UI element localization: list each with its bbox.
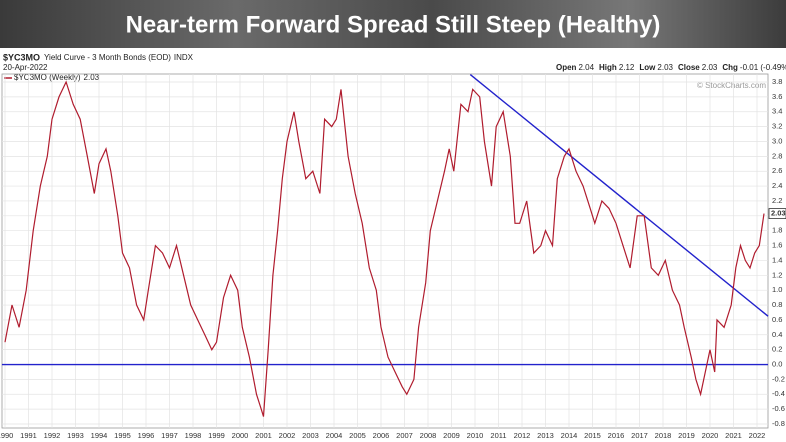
symbol: $YC3MO — [3, 52, 40, 62]
x-tick-label: 2015 — [584, 431, 601, 440]
x-tick-label: 2009 — [443, 431, 460, 440]
y-tick-label: 0.4 — [772, 330, 782, 339]
x-tick-label: 2017 — [631, 431, 648, 440]
x-tick-label: 2014 — [561, 431, 578, 440]
x-tick-label: 2008 — [420, 431, 437, 440]
x-tick-label: 2003 — [302, 431, 319, 440]
y-tick-label: 1.4 — [772, 255, 782, 264]
quote-label: Open — [556, 63, 577, 72]
quote-label: Low — [639, 63, 656, 72]
date: 20-Apr-2022 — [3, 63, 48, 72]
x-tick-label: 2018 — [655, 431, 672, 440]
y-tick-label: 3.2 — [772, 122, 782, 131]
x-tick-label: 2011 — [490, 431, 506, 440]
x-tick-label: 2012 — [514, 431, 531, 440]
y-tick-label: 0.2 — [772, 345, 782, 354]
quote-value: 2.12 — [619, 63, 635, 72]
quote-value: -0.01 (-0.49%) — [740, 63, 786, 72]
quote-label: High — [599, 63, 617, 72]
last-value-box — [768, 208, 786, 219]
y-tick-label: 3.6 — [772, 92, 782, 101]
y-tick-label: 2.6 — [772, 166, 782, 175]
x-tick-label: 2002 — [279, 431, 296, 440]
quote-value: 2.03 — [657, 63, 673, 72]
quote-value: 2.03 — [702, 63, 718, 72]
x-tick-label: 2007 — [396, 431, 413, 440]
y-tick-label: 3.4 — [772, 107, 782, 116]
x-tick-label: 1997 — [161, 431, 178, 440]
y-tick-label: 1.6 — [772, 241, 782, 250]
x-tick-label: 2006 — [373, 431, 390, 440]
x-tick-label: 2021 — [725, 431, 742, 440]
x-tick-label: 2001 — [255, 431, 272, 440]
x-tick-label: 1994 — [91, 431, 108, 440]
y-tick-label: 3.8 — [772, 77, 782, 86]
x-tick-label: 2004 — [326, 431, 343, 440]
x-tick-label: 2016 — [608, 431, 625, 440]
banner — [0, 0, 786, 48]
y-tick-label: 2.4 — [772, 181, 782, 190]
legend-label: $YC3MO (Weekly) — [14, 73, 81, 82]
x-tick-label: 2005 — [349, 431, 366, 440]
exchange: INDX — [174, 53, 194, 62]
x-tick-label: 1990 — [0, 431, 13, 440]
y-tick-label: 0.8 — [772, 300, 782, 309]
x-tick-label: 2010 — [467, 431, 484, 440]
trendline — [469, 74, 769, 317]
y-tick-label: 1.0 — [772, 285, 782, 294]
y-tick-label: 0.6 — [772, 315, 782, 324]
plot-frame — [1, 73, 769, 429]
quote-value: 2.04 — [578, 63, 594, 72]
last-value-label: 2.03 — [771, 209, 786, 218]
x-tick-label: 2013 — [537, 431, 554, 440]
x-tick-label: 1991 — [20, 431, 37, 440]
x-tick-label: 1993 — [67, 431, 84, 440]
y-tick-label: -0.8 — [772, 419, 785, 428]
x-tick-label: 1996 — [138, 431, 155, 440]
source: © StockCharts.com — [697, 81, 766, 90]
y-tick-label: 0.0 — [772, 360, 782, 369]
x-tick-label: 1995 — [114, 431, 131, 440]
legend-value: 2.03 — [84, 73, 100, 82]
y-tick-label: -0.4 — [772, 389, 785, 398]
x-tick-label: 1998 — [185, 431, 202, 440]
series-line — [4, 80, 765, 417]
x-tick-label: 2000 — [232, 431, 249, 440]
x-tick-label: 2022 — [749, 431, 766, 440]
y-tick-label: -0.2 — [772, 374, 785, 383]
x-tick-label: 2020 — [702, 431, 719, 440]
quote-label: Close — [678, 63, 700, 72]
quote-label: Chg — [722, 63, 738, 72]
y-tick-label: 2.2 — [772, 196, 782, 205]
y-tick-label: 2.8 — [772, 151, 782, 160]
x-tick-label: 1992 — [44, 431, 61, 440]
subtitle: Yield Curve - 3 Month Bonds (EOD) — [44, 53, 171, 62]
y-tick-label: 1.2 — [772, 270, 782, 279]
y-tick-label: -0.6 — [772, 404, 785, 413]
y-tick-label: 1.8 — [772, 226, 782, 235]
banner-title: Near-term Forward Spread Still Steep (He… — [126, 11, 661, 38]
y-tick-label: 3.0 — [772, 136, 782, 145]
x-tick-label: 2019 — [678, 431, 695, 440]
x-tick-label: 1999 — [208, 431, 225, 440]
